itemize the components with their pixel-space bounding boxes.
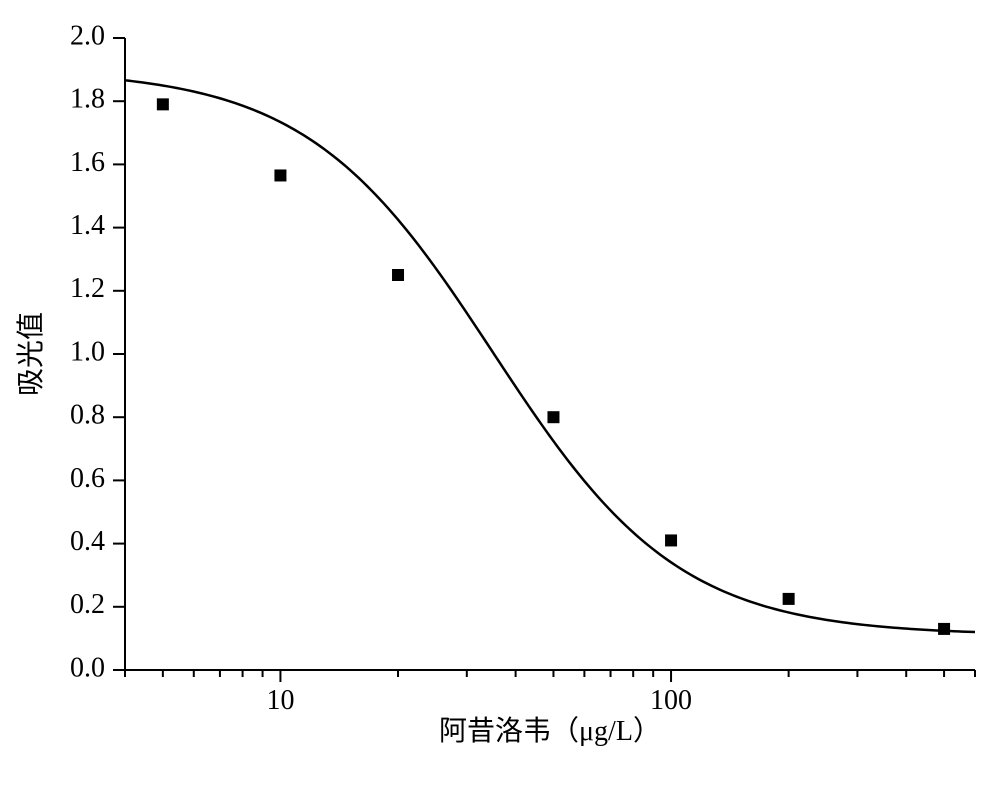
data-marker — [783, 593, 795, 605]
data-marker — [938, 623, 950, 635]
x-axis-title: 阿昔洛韦（μg/L） — [439, 715, 661, 747]
y-tick-label: 0.4 — [70, 526, 105, 557]
data-marker — [274, 169, 286, 181]
y-tick-label: 2.0 — [70, 20, 105, 51]
y-tick-label: 1.4 — [70, 210, 105, 241]
x-tick-label: 10 — [266, 685, 294, 716]
data-marker — [665, 534, 677, 546]
y-tick-label: 0.6 — [70, 463, 105, 494]
y-axis-title: 吸光值 — [15, 312, 47, 396]
y-tick-label: 1.0 — [70, 336, 105, 367]
y-tick-label: 0.2 — [70, 589, 105, 620]
x-tick-label: 100 — [650, 685, 692, 716]
data-marker — [547, 411, 559, 423]
y-tick-label: 0.8 — [70, 400, 105, 431]
y-tick-label: 0.0 — [70, 652, 105, 683]
fit-curve — [125, 80, 975, 632]
data-marker — [157, 98, 169, 110]
y-tick-label: 1.6 — [70, 147, 105, 178]
y-tick-label: 1.2 — [70, 273, 105, 304]
data-marker — [392, 269, 404, 281]
dose-response-chart: 0.0 0.2 0.4 0.6 0.8 1.0 1.2 1.4 1.6 1.8 2.0 10 100 吸光… — [0, 0, 1000, 787]
y-tick-label: 1.8 — [70, 84, 105, 115]
